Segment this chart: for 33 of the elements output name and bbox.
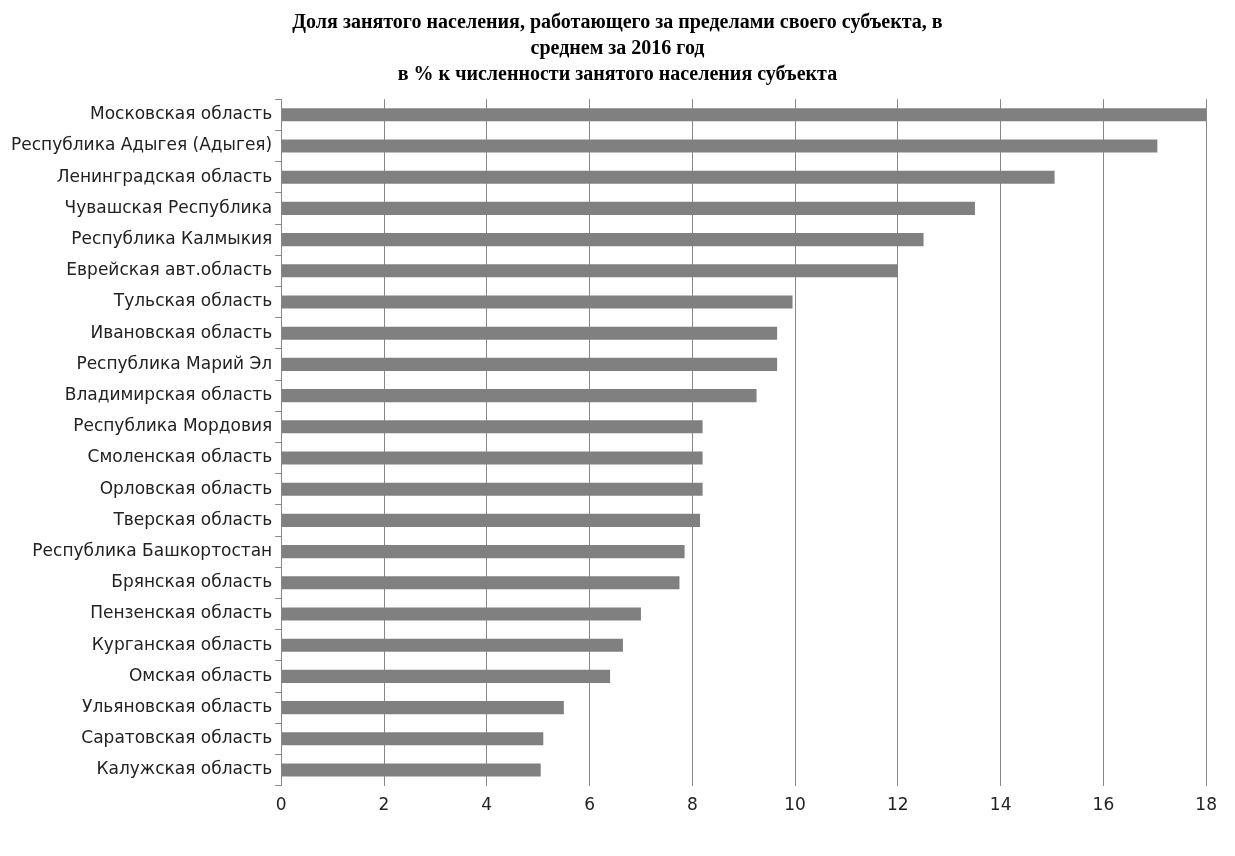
- y-tick-label: Ульяновская область: [82, 696, 273, 717]
- y-tick-label: Смоленская область: [87, 446, 273, 467]
- y-tick-label: Орловская область: [99, 477, 273, 498]
- y-tick-label: Тульская область: [112, 290, 273, 311]
- y-tick-label: Ивановская область: [90, 321, 273, 342]
- x-tick-label: 2: [378, 794, 390, 815]
- x-tick-label: 0: [275, 794, 287, 815]
- y-tick-label: Московская область: [90, 103, 273, 124]
- y-tick-label: Республика Адыгея (Адыгея): [11, 134, 273, 155]
- chart-subtitle: в % к численности занятого населения субъекта: [396, 61, 839, 86]
- y-tick-label: Курганская область: [91, 633, 273, 654]
- y-tick-label: Еврейская авт.область: [66, 259, 273, 280]
- y-tick-label: Омская область: [128, 664, 273, 685]
- x-tick-label: 16: [1092, 794, 1115, 815]
- y-tick-label: Саратовская область: [81, 727, 273, 748]
- y-tick-label: Брянская область: [111, 571, 273, 592]
- y-tick-label: Владимирская область: [64, 384, 273, 405]
- x-tick-label: 12: [887, 794, 909, 815]
- y-tick-label: Чувашская Республика: [64, 196, 273, 217]
- y-tick-label: Республика Мордовия: [73, 415, 273, 436]
- x-tick-label: 4: [481, 794, 493, 815]
- x-tick-label: 18: [1195, 794, 1217, 815]
- y-tick-label: Республика Калмыкия: [71, 228, 273, 249]
- y-tick-label: Республика Башкортостан: [32, 540, 273, 561]
- x-tick-label: 8: [686, 794, 698, 815]
- x-tick-label: 14: [989, 794, 1012, 815]
- x-tick-label: 10: [784, 794, 806, 815]
- y-tick-label: Республика Марий Эл: [76, 352, 273, 373]
- x-tick-label: 6: [584, 794, 595, 815]
- y-tick-label: Тверская область: [112, 508, 273, 529]
- y-tick-label: Пензенская область: [90, 602, 273, 623]
- y-tick-label: Ленинградская область: [56, 165, 273, 186]
- y-tick-label: Калужская область: [96, 758, 273, 779]
